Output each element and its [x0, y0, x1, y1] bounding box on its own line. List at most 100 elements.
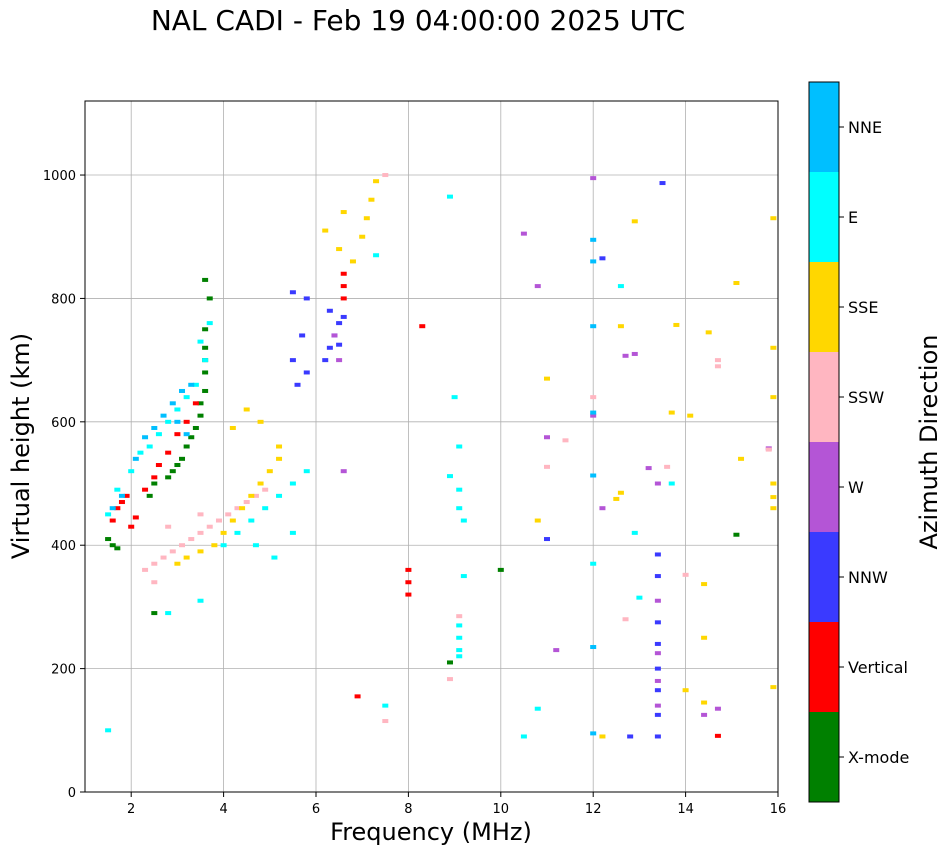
data-point-ssw — [165, 524, 172, 529]
data-point-vertical — [405, 580, 412, 585]
data-point-vertical — [340, 284, 347, 289]
data-point-nne — [590, 731, 597, 736]
colorbar-label-sse: SSE — [848, 298, 878, 317]
data-point-nne — [118, 493, 125, 498]
data-point-w — [520, 231, 527, 236]
data-point-nnw — [544, 537, 550, 542]
data-point-x-mode — [202, 370, 209, 375]
data-point-nnw — [654, 712, 661, 717]
data-point-nnw — [654, 688, 661, 693]
colorbar-swatch-ssw — [809, 352, 839, 442]
data-point-w — [336, 358, 343, 363]
data-point-nne — [179, 388, 186, 393]
data-point-e — [456, 487, 463, 492]
data-point-nnw — [336, 321, 343, 326]
data-point-e — [202, 358, 209, 363]
data-point-sse — [257, 419, 264, 424]
data-point-sse — [631, 219, 638, 224]
data-point-e — [146, 444, 153, 449]
data-point-x-mode — [197, 413, 204, 418]
data-points — [105, 173, 777, 739]
data-point-e — [446, 474, 453, 479]
data-point-sse — [770, 506, 777, 511]
data-point-w — [599, 506, 606, 511]
data-point-nnw — [654, 666, 661, 671]
data-point-nnw — [299, 333, 306, 338]
data-point-sse — [770, 685, 777, 690]
data-point-w — [714, 706, 721, 711]
data-point-nnw — [289, 290, 296, 295]
data-point-e — [456, 506, 463, 511]
data-point-nne — [132, 456, 139, 461]
data-point-e — [165, 419, 172, 424]
data-point-sse — [197, 549, 204, 554]
data-point-e — [197, 598, 204, 603]
data-point-nne — [590, 645, 597, 650]
data-point-ssw — [151, 580, 158, 585]
data-point-sse — [617, 490, 624, 495]
data-point-sse — [368, 197, 375, 202]
data-point-e — [456, 444, 463, 449]
data-point-sse — [363, 216, 370, 221]
data-point-e — [128, 469, 135, 474]
data-point-e — [192, 382, 199, 387]
data-point-w — [331, 333, 338, 338]
data-point-x-mode — [206, 296, 213, 301]
x-tick-label: 6 — [312, 802, 320, 817]
data-point-nne — [183, 432, 190, 437]
data-point-vertical — [114, 506, 121, 511]
data-point-vertical — [340, 296, 347, 301]
data-point-e — [114, 487, 121, 492]
y-tick-label: 200 — [51, 663, 76, 678]
data-point-e — [373, 253, 380, 258]
data-point-w — [590, 176, 597, 181]
colorbar-label-nne: NNE — [848, 118, 882, 137]
data-point-e — [303, 469, 310, 474]
data-point-e — [174, 407, 181, 412]
data-point-ssw — [590, 395, 597, 400]
data-point-sse — [701, 700, 708, 705]
data-point-nne — [174, 419, 181, 424]
data-point-e — [165, 611, 172, 616]
data-point-x-mode — [105, 537, 112, 542]
data-point-ssw — [215, 518, 222, 523]
data-point-x-mode — [192, 425, 199, 430]
data-point-ssw — [169, 549, 176, 554]
data-point-e — [276, 493, 283, 498]
data-point-vertical — [128, 524, 135, 529]
data-point-e — [248, 518, 255, 523]
data-point-nne — [590, 473, 597, 478]
colorbar-swatch-nnw — [809, 532, 839, 622]
data-point-x-mode — [202, 327, 209, 332]
data-point-ssw — [262, 487, 269, 492]
data-point-sse — [544, 376, 550, 381]
data-point-sse — [257, 481, 264, 486]
data-point-ssw — [243, 500, 250, 505]
data-point-e — [262, 506, 269, 511]
data-point-sse — [340, 210, 347, 215]
data-point-w — [340, 469, 347, 474]
data-point-e — [234, 530, 241, 535]
data-point-sse — [211, 543, 218, 548]
data-point-x-mode — [179, 456, 186, 461]
x-tick-label: 16 — [770, 802, 787, 817]
data-point-e — [206, 321, 213, 326]
data-point-vertical — [132, 515, 139, 520]
data-point-x-mode — [169, 469, 176, 474]
data-point-nnw — [303, 296, 310, 301]
data-point-vertical — [155, 463, 162, 468]
data-point-sse — [701, 635, 708, 640]
data-point-w — [645, 466, 652, 471]
data-point-ssw — [664, 464, 671, 469]
data-point-sse — [534, 518, 541, 523]
data-point-ssw — [446, 677, 453, 682]
data-point-e — [382, 703, 389, 708]
data-point-sse — [738, 456, 745, 461]
data-point-sse — [239, 506, 246, 511]
data-point-nnw — [627, 734, 634, 739]
data-point-sse — [701, 582, 708, 587]
data-point-ssw — [682, 572, 689, 577]
plot-frame — [84, 100, 779, 793]
data-point-nne — [590, 237, 597, 242]
data-point-vertical — [192, 401, 199, 406]
